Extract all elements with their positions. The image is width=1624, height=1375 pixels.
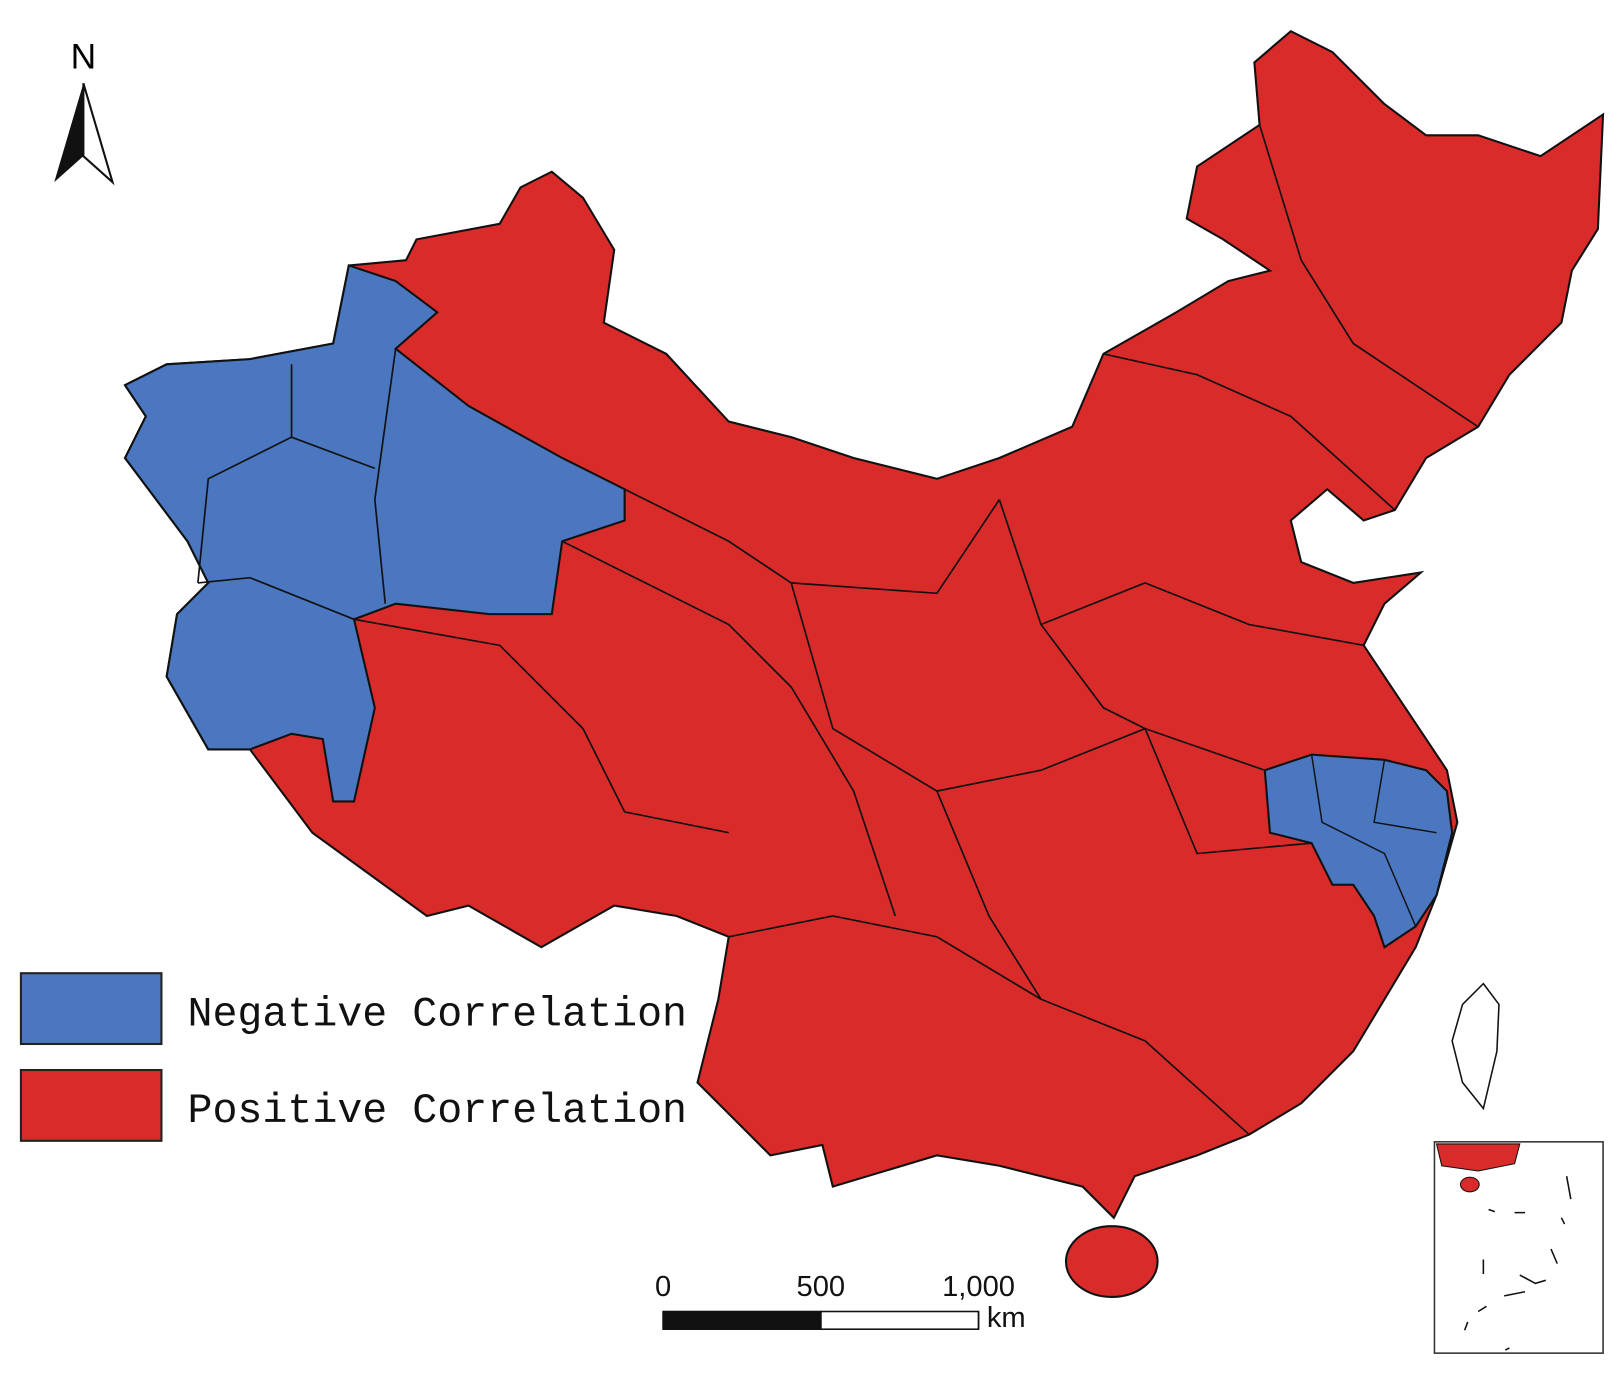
inset-island (1459, 1176, 1480, 1193)
scale-tick-label: 1,000 (942, 1271, 1015, 1303)
admin-boundaries (1310, 754, 1437, 927)
scale-tick-label: 0 (655, 1271, 671, 1303)
scale-unit: km (987, 1302, 1026, 1334)
legend-swatch (19, 972, 163, 1046)
region-positive (123, 29, 1605, 1220)
region-negative (123, 264, 626, 803)
legend-label: Positive Correlation (187, 1087, 687, 1135)
region-positive (1064, 1225, 1159, 1298)
south-sea-inset (1433, 1141, 1604, 1354)
scale-tick-label: 500 (797, 1271, 846, 1303)
inset-coast (1435, 1143, 1521, 1172)
legend-swatch (19, 1068, 163, 1142)
island-outline (1451, 982, 1500, 1111)
legend-label: Negative Correlation (187, 990, 687, 1038)
admin-boundaries (197, 348, 397, 621)
north-label: N (71, 38, 97, 77)
scale-segment (662, 1310, 822, 1330)
north-arrow: N (54, 38, 115, 186)
scale-segment (820, 1310, 980, 1330)
legend: Negative Correlation Positive Correlation (19, 972, 687, 1142)
admin-boundaries (353, 124, 1479, 1136)
